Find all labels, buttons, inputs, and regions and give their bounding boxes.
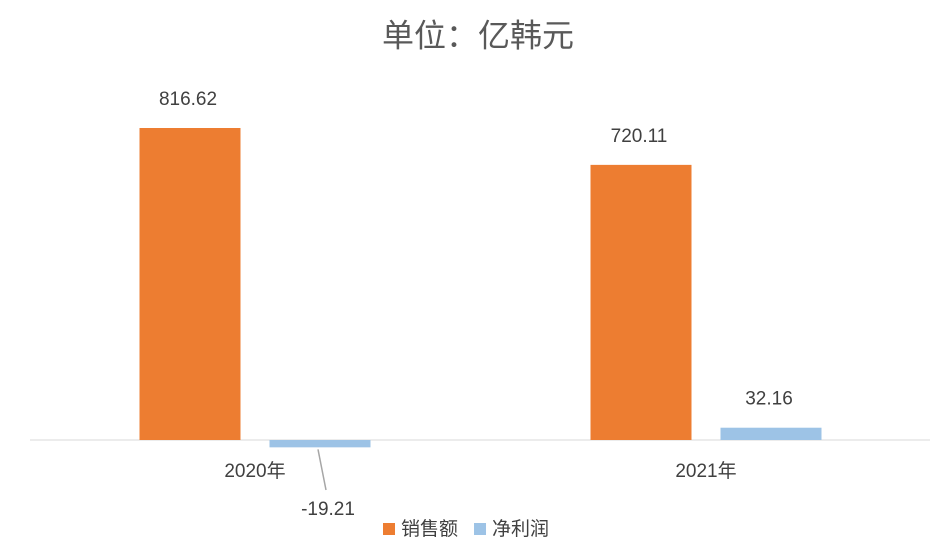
data-label: 816.62 [159,89,217,110]
x-tick-label: 2020年 [224,460,285,482]
data-label: 32.16 [745,389,793,410]
chart-title: 单位：亿韩元 [382,17,574,53]
bar [590,164,692,440]
bar [720,427,822,440]
bar [269,440,371,448]
legend-label: 净利润 [492,518,549,540]
data-label: 720.11 [611,126,668,147]
data-label: -19.21 [301,499,355,520]
x-tick-label: 2021年 [675,460,736,482]
legend-label: 销售额 [401,518,458,540]
leader-line [317,449,327,491]
bar [139,128,241,440]
legend-swatch [383,523,395,535]
legend-swatch [474,523,487,535]
